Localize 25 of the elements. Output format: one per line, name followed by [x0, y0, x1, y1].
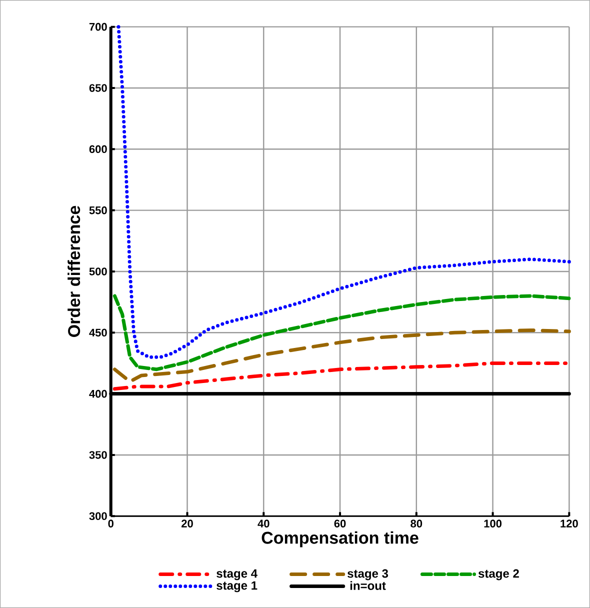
y-tick-label: 350: [89, 451, 107, 459]
x-tick-label: 20: [182, 520, 193, 528]
x-tick-label: 40: [258, 520, 270, 528]
x-tick-label: 100: [484, 520, 502, 528]
legend-label: stage 3: [348, 569, 388, 580]
legend-label: in=out: [350, 581, 386, 590]
legend-label: stage 1: [216, 581, 258, 592]
x-tick-label: 60: [334, 520, 346, 528]
y-tick-label: 400: [89, 390, 107, 398]
y-tick-label: 650: [89, 84, 107, 92]
legend-label: stage 4: [216, 569, 258, 580]
y-tick-label: 450: [89, 328, 107, 337]
line-series: [112, 328, 571, 384]
y-tick-label: 600: [89, 145, 107, 154]
y-tick-label: 700: [89, 22, 107, 31]
y-tick-label: 500: [89, 268, 107, 276]
y-tick-label: 550: [89, 206, 107, 214]
y-tick-label: 300: [89, 512, 107, 520]
x-tick-label: 80: [410, 520, 422, 528]
line-series: [112, 294, 571, 372]
legend-label: stage 2: [478, 569, 519, 580]
y-axis-title: Order difference: [68, 206, 80, 337]
x-tick-label: 120: [560, 520, 578, 528]
x-axis-title: Compensation time: [262, 531, 418, 548]
x-tick-label: 0: [108, 520, 114, 528]
